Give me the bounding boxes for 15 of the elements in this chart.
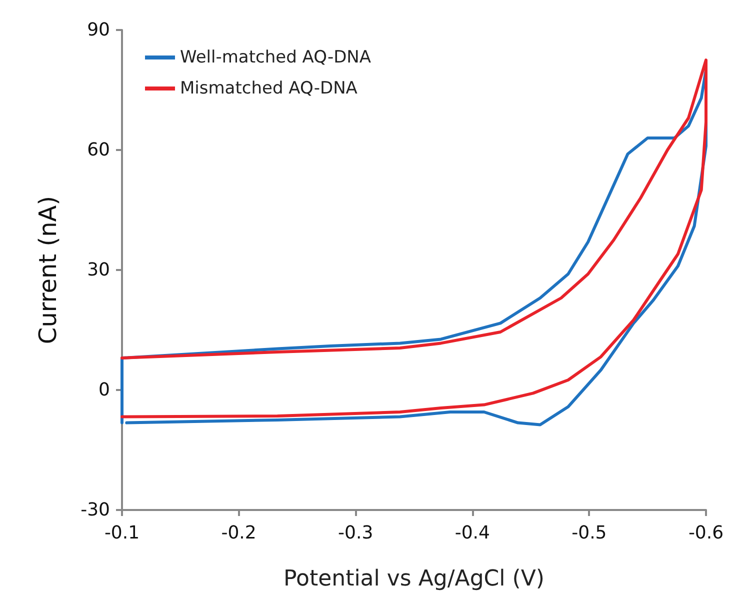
x-axis-title: Potential vs Ag/AgCl (V) [284,566,544,592]
x-tick-label: -0.2 [221,522,256,544]
y-tick-label: 90 [87,20,110,40]
legend-label: Well-matched AQ-DNA [180,48,372,68]
x-tick-label: -0.3 [338,522,374,544]
legend-label: Mismatched AQ-DNA [180,78,358,98]
x-tick-label: -0.4 [454,522,490,544]
y-tick-label: 60 [87,140,110,160]
y-axis-title: Current (nA) [34,196,62,344]
y-tick-label: -30 [80,500,110,520]
x-tick-label: -0.6 [688,522,724,544]
x-tick-label: -0.5 [572,522,607,544]
y-tick-label: 0 [98,380,110,400]
x-tick-label: -0.1 [104,522,140,544]
y-tick-label: 30 [87,260,110,280]
